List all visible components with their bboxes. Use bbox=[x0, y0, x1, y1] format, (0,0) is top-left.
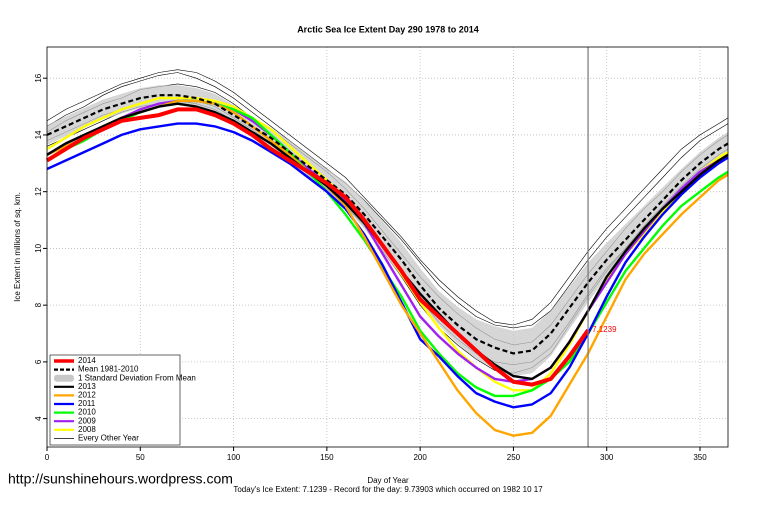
y-tick-label: 6 bbox=[34, 359, 43, 364]
watermark: http://sunshinehours.wordpress.com bbox=[8, 471, 233, 487]
legend-label: 2014 bbox=[78, 356, 96, 365]
x-tick-label: 50 bbox=[136, 453, 145, 462]
legend-label: 2010 bbox=[78, 408, 96, 417]
legend-label: Mean 1981-2010 bbox=[78, 365, 139, 374]
legend-label: 2009 bbox=[78, 416, 96, 425]
x-tick-label: 200 bbox=[413, 453, 427, 462]
other-year-line bbox=[46, 69, 729, 326]
y-axis-label: Ice Extent in millions of sq. km. bbox=[13, 192, 22, 302]
std-band bbox=[47, 85, 728, 377]
x-tick-label: 150 bbox=[320, 453, 334, 462]
series-line bbox=[45, 107, 590, 387]
other-year-line bbox=[46, 72, 729, 329]
footer: Today's Ice Extent: 7.1239 - Record for … bbox=[233, 485, 543, 494]
y-tick-label: 14 bbox=[34, 130, 43, 139]
x-tick-label: 250 bbox=[507, 453, 521, 462]
x-tick-label: 0 bbox=[45, 453, 50, 462]
chart-title: Arctic Sea Ice Extent Day 290 1978 to 20… bbox=[297, 24, 479, 34]
plot-frame bbox=[46, 46, 729, 448]
y-tick-label: 16 bbox=[34, 73, 43, 82]
legend-label: Every Other Year bbox=[78, 434, 139, 443]
series-line bbox=[46, 99, 729, 383]
x-axis-label: Day of Year bbox=[367, 476, 409, 485]
x-tick-label: 300 bbox=[600, 453, 614, 462]
legend-label: 1 Standard Deviation From Mean bbox=[78, 373, 196, 382]
legend-label: 2013 bbox=[78, 382, 96, 391]
y-tick-label: 8 bbox=[34, 302, 43, 307]
series-line bbox=[46, 94, 729, 355]
legend-label: 2011 bbox=[78, 399, 96, 408]
annotation: 7.1239 bbox=[592, 325, 617, 334]
legend-swatch bbox=[54, 374, 74, 382]
legend-label: 2008 bbox=[78, 425, 96, 434]
x-tick-label: 100 bbox=[227, 453, 241, 462]
y-tick-label: 12 bbox=[34, 187, 43, 196]
x-tick-label: 350 bbox=[693, 453, 707, 462]
y-tick-label: 4 bbox=[34, 416, 43, 421]
legend-label: 2012 bbox=[78, 391, 96, 400]
y-tick-label: 10 bbox=[34, 243, 43, 252]
series-line bbox=[46, 122, 729, 409]
